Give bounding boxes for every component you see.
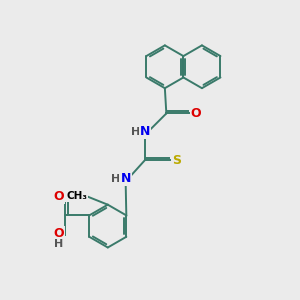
- Text: O: O: [191, 107, 201, 120]
- Text: N: N: [140, 125, 150, 138]
- Text: S: S: [172, 154, 181, 166]
- Text: H: H: [131, 127, 140, 137]
- Text: O: O: [54, 227, 64, 240]
- Text: H: H: [112, 173, 121, 184]
- Text: CH₃: CH₃: [66, 191, 87, 201]
- Text: O: O: [54, 190, 64, 202]
- Text: N: N: [120, 172, 131, 185]
- Text: H: H: [54, 238, 64, 249]
